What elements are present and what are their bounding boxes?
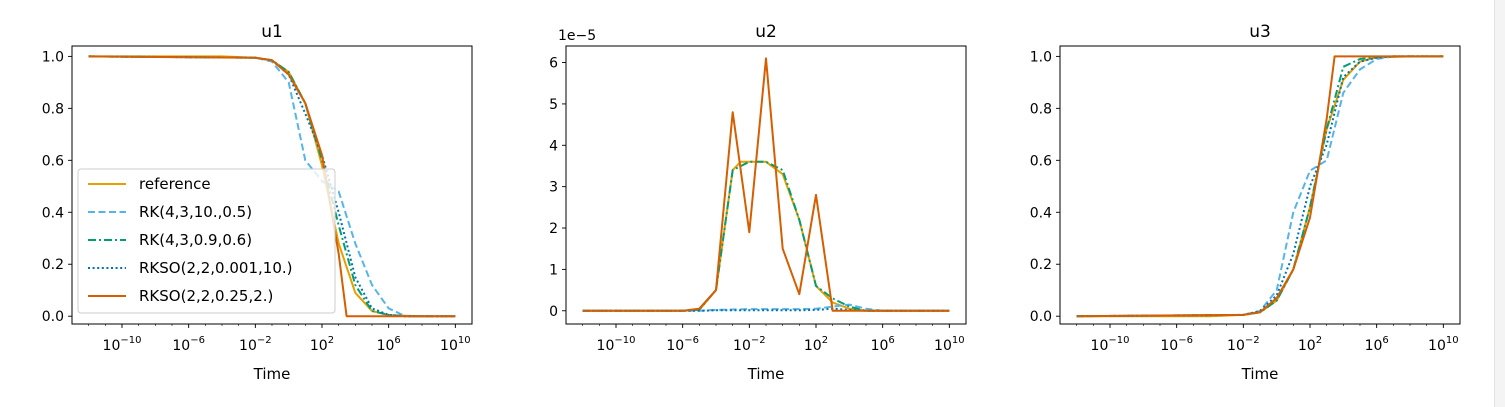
x-tick-label: 10−10	[103, 335, 142, 354]
legend-label: reference	[139, 175, 211, 193]
chart-title: u3	[1249, 22, 1271, 42]
y-tick-label: 0.2	[42, 257, 64, 273]
vertical-scrollbar[interactable]	[1494, 0, 1505, 407]
x-tick-label: 10−10	[597, 335, 636, 354]
x-tick-label: 10−6	[666, 335, 699, 354]
chart-title: u2	[755, 22, 777, 42]
x-tick-label: 10−2	[733, 335, 766, 354]
x-tick-label: 102	[1298, 335, 1322, 354]
x-tick-label: 102	[804, 335, 828, 354]
y-tick-label: 4	[549, 138, 558, 154]
series-line	[1076, 55, 1444, 318]
y-tick-label: 0.6	[42, 153, 64, 169]
y-tick-label: 3	[549, 180, 558, 196]
legend: reference RK(4,3,10.,0.5) RK(4,3,0.9,0.6) R…	[77, 168, 336, 314]
y-tick-label: 2	[549, 221, 558, 237]
x-tick-label: 106	[871, 335, 895, 354]
legend-label: RK(4,3,10.,0.5)	[139, 203, 252, 221]
x-axis-label: Time	[1241, 365, 1279, 383]
legend-label: RKSO(2,2,0.25,2.)	[139, 287, 273, 305]
legend-frame	[77, 168, 336, 314]
y-tick-label: 1	[549, 262, 558, 278]
series-line	[582, 57, 950, 312]
y-tick-label: 1.0	[1030, 49, 1052, 65]
x-tick-label: 10−10	[1091, 335, 1130, 354]
series-line	[1076, 55, 1444, 318]
x-tick-label: 1010	[440, 335, 471, 354]
x-tick-label: 10−6	[172, 335, 205, 354]
y-tick-label: 0.6	[1030, 153, 1052, 169]
x-tick-label: 10−2	[239, 335, 272, 354]
y-tick-label: 0	[549, 304, 558, 320]
axes-frame	[1059, 45, 1461, 325]
y-tick-label: 0.0	[1030, 309, 1052, 325]
y-tick-label: 0.4	[1030, 205, 1052, 221]
x-tick-label: 10−2	[1227, 335, 1260, 354]
chart-title: u1	[261, 22, 283, 42]
chart-2: 10−10 10−6 10−2 102 106 1010 0 1 2 3 4 5 6 u2 Time 1e−5	[549, 22, 967, 383]
x-tick-label: 106	[1365, 335, 1389, 354]
series-line	[88, 55, 456, 318]
x-tick-label: 1010	[1428, 335, 1459, 354]
series-line	[1076, 55, 1444, 318]
x-tick-label: 1010	[934, 335, 965, 354]
series-line	[582, 160, 950, 312]
x-tick-label: 10−6	[1160, 335, 1193, 354]
chart-3: 10−10 10−6 10−2 102 106 1010 0.0 0.2 0.4 0.6 0.8 1.…	[1030, 22, 1461, 383]
x-tick-label: 106	[377, 335, 401, 354]
legend-label: RKSO(2,2,0.001,10.)	[139, 259, 292, 277]
y-tick-label: 0.2	[1030, 257, 1052, 273]
legend-label: RK(4,3,0.9,0.6)	[139, 231, 252, 249]
chart-1: 10−10 10−6 10−2 102 106 1010 0.0 0.2 0.4 0.6 0.8 1.…	[42, 22, 473, 383]
series-line	[1076, 55, 1444, 318]
series-line	[582, 160, 950, 312]
y-tick-label: 6	[549, 56, 558, 72]
x-axis-label: Time	[747, 365, 785, 383]
y-tick-label: 0.8	[1030, 101, 1052, 117]
axes-frame	[71, 45, 473, 325]
x-tick-label: 102	[310, 335, 334, 354]
x-axis-label: Time	[253, 365, 291, 383]
y-tick-label: 5	[549, 97, 558, 113]
y-offset-label: 1e−5	[558, 28, 596, 44]
y-tick-label: 0.4	[42, 205, 64, 221]
series-line	[1076, 55, 1444, 318]
y-tick-label: 1.0	[42, 49, 64, 65]
y-tick-label: 0.0	[42, 309, 64, 325]
axes-frame	[565, 45, 967, 325]
y-tick-label: 0.8	[42, 101, 64, 117]
